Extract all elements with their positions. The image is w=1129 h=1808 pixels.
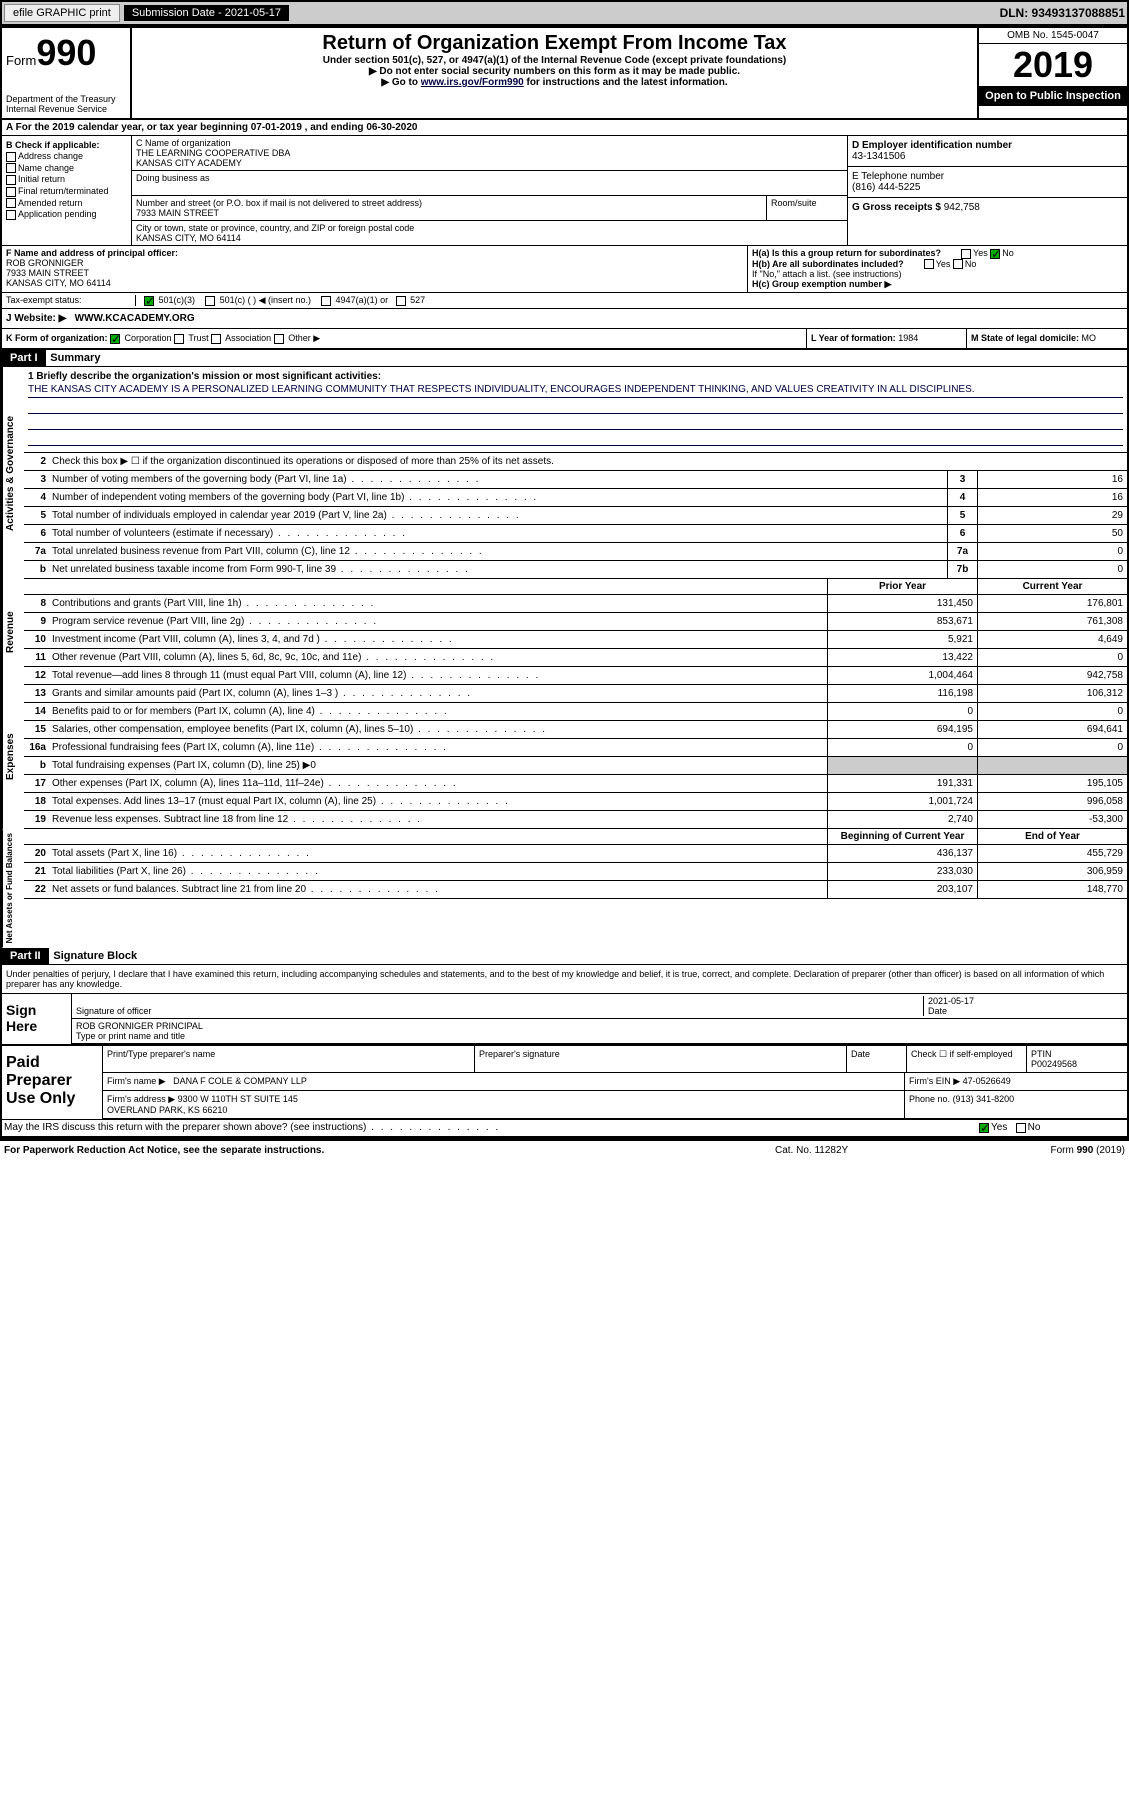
omb-number: OMB No. 1545-0047: [979, 28, 1127, 44]
paid-preparer-row: Paid Preparer Use Only Print/Type prepar…: [2, 1044, 1127, 1119]
line-20: 20 Total assets (Part X, line 16) 436,13…: [24, 845, 1127, 863]
line-21: 21 Total liabilities (Part X, line 26) 2…: [24, 863, 1127, 881]
part2-header: Part II Signature Block: [2, 948, 1127, 965]
row-j-website: J Website: ▶ WWW.KCACADEMY.ORG: [2, 309, 1127, 329]
line-8: 8 Contributions and grants (Part VIII, l…: [24, 595, 1127, 613]
line-7a: 7a Total unrelated business revenue from…: [24, 543, 1127, 561]
line-11: 11 Other revenue (Part VIII, column (A),…: [24, 649, 1127, 667]
discuss-row: May the IRS discuss this return with the…: [2, 1119, 1127, 1137]
line-3: 3 Number of voting members of the govern…: [24, 471, 1127, 489]
line-5: 5 Total number of individuals employed i…: [24, 507, 1127, 525]
line-6: 6 Total number of volunteers (estimate i…: [24, 525, 1127, 543]
line-22: 22 Net assets or fund balances. Subtract…: [24, 881, 1127, 899]
row-klm: K Form of organization: Corporation Trus…: [2, 329, 1127, 350]
efile-btn[interactable]: efile GRAPHIC print: [4, 4, 120, 22]
form-number: Form990: [6, 32, 126, 74]
section-bc: B Check if applicable: Address change Na…: [2, 136, 1127, 246]
top-bar: efile GRAPHIC print Submission Date - 20…: [0, 0, 1129, 26]
line-18: 18 Total expenses. Add lines 13–17 (must…: [24, 793, 1127, 811]
line-15: 15 Salaries, other compensation, employe…: [24, 721, 1127, 739]
dln: DLN: 93493137088851: [1000, 6, 1125, 20]
submission-date: Submission Date - 2021-05-17: [124, 5, 289, 21]
col-de: D Employer identification number43-13415…: [847, 136, 1127, 245]
line-14: 14 Benefits paid to or for members (Part…: [24, 703, 1127, 721]
col-b: B Check if applicable: Address change Na…: [2, 136, 132, 245]
form-title: Return of Organization Exempt From Incom…: [136, 32, 973, 55]
line-9: 9 Program service revenue (Part VIII, li…: [24, 613, 1127, 631]
part1-header: Part I Summary: [2, 350, 1127, 367]
netassets-section: Net Assets or Fund Balances Beginning of…: [2, 829, 1127, 947]
col-c: C Name of organizationTHE LEARNING COOPE…: [132, 136, 847, 245]
line-4: 4 Number of independent voting members o…: [24, 489, 1127, 507]
line-16a: 16a Professional fundraising fees (Part …: [24, 739, 1127, 757]
line-12: 12 Total revenue—add lines 8 through 11 …: [24, 667, 1127, 685]
line-13: 13 Grants and similar amounts paid (Part…: [24, 685, 1127, 703]
row-i-tax-status: Tax-exempt status: 501(c)(3) 501(c) ( ) …: [2, 293, 1127, 309]
inspection-label: Open to Public Inspection: [979, 86, 1127, 106]
line-b: b Total fundraising expenses (Part IX, c…: [24, 757, 1127, 775]
form-header: Form990 Department of the Treasury Inter…: [2, 28, 1127, 120]
line-17: 17 Other expenses (Part IX, column (A), …: [24, 775, 1127, 793]
governance-section: Activities & Governance 1 Briefly descri…: [2, 367, 1127, 579]
form-body: Form990 Department of the Treasury Inter…: [0, 26, 1129, 1139]
sign-here-row: Sign Here Signature of officer 2021-05-1…: [2, 993, 1127, 1044]
irs-link[interactable]: www.irs.gov/Form990: [421, 77, 524, 88]
sig-declaration: Under penalties of perjury, I declare th…: [2, 965, 1127, 993]
row-a: A For the 2019 calendar year, or tax yea…: [2, 120, 1127, 136]
revenue-section: Revenue Prior YearCurrent Year 8 Contrib…: [2, 579, 1127, 685]
subtitle-3: ▶ Go to www.irs.gov/Form990 for instruct…: [136, 77, 973, 88]
tax-year: 2019: [979, 44, 1127, 86]
dept-label: Department of the Treasury Internal Reve…: [6, 94, 126, 114]
footer: For Paperwork Reduction Act Notice, see …: [0, 1139, 1129, 1160]
row-fh: F Name and address of principal officer:…: [2, 246, 1127, 293]
line-10: 10 Investment income (Part VIII, column …: [24, 631, 1127, 649]
subtitle-2: ▶ Do not enter social security numbers o…: [136, 66, 973, 77]
line-19: 19 Revenue less expenses. Subtract line …: [24, 811, 1127, 829]
subtitle-1: Under section 501(c), 527, or 4947(a)(1)…: [136, 55, 973, 66]
line-b: b Net unrelated business taxable income …: [24, 561, 1127, 579]
expenses-section: Expenses 13 Grants and similar amounts p…: [2, 685, 1127, 829]
